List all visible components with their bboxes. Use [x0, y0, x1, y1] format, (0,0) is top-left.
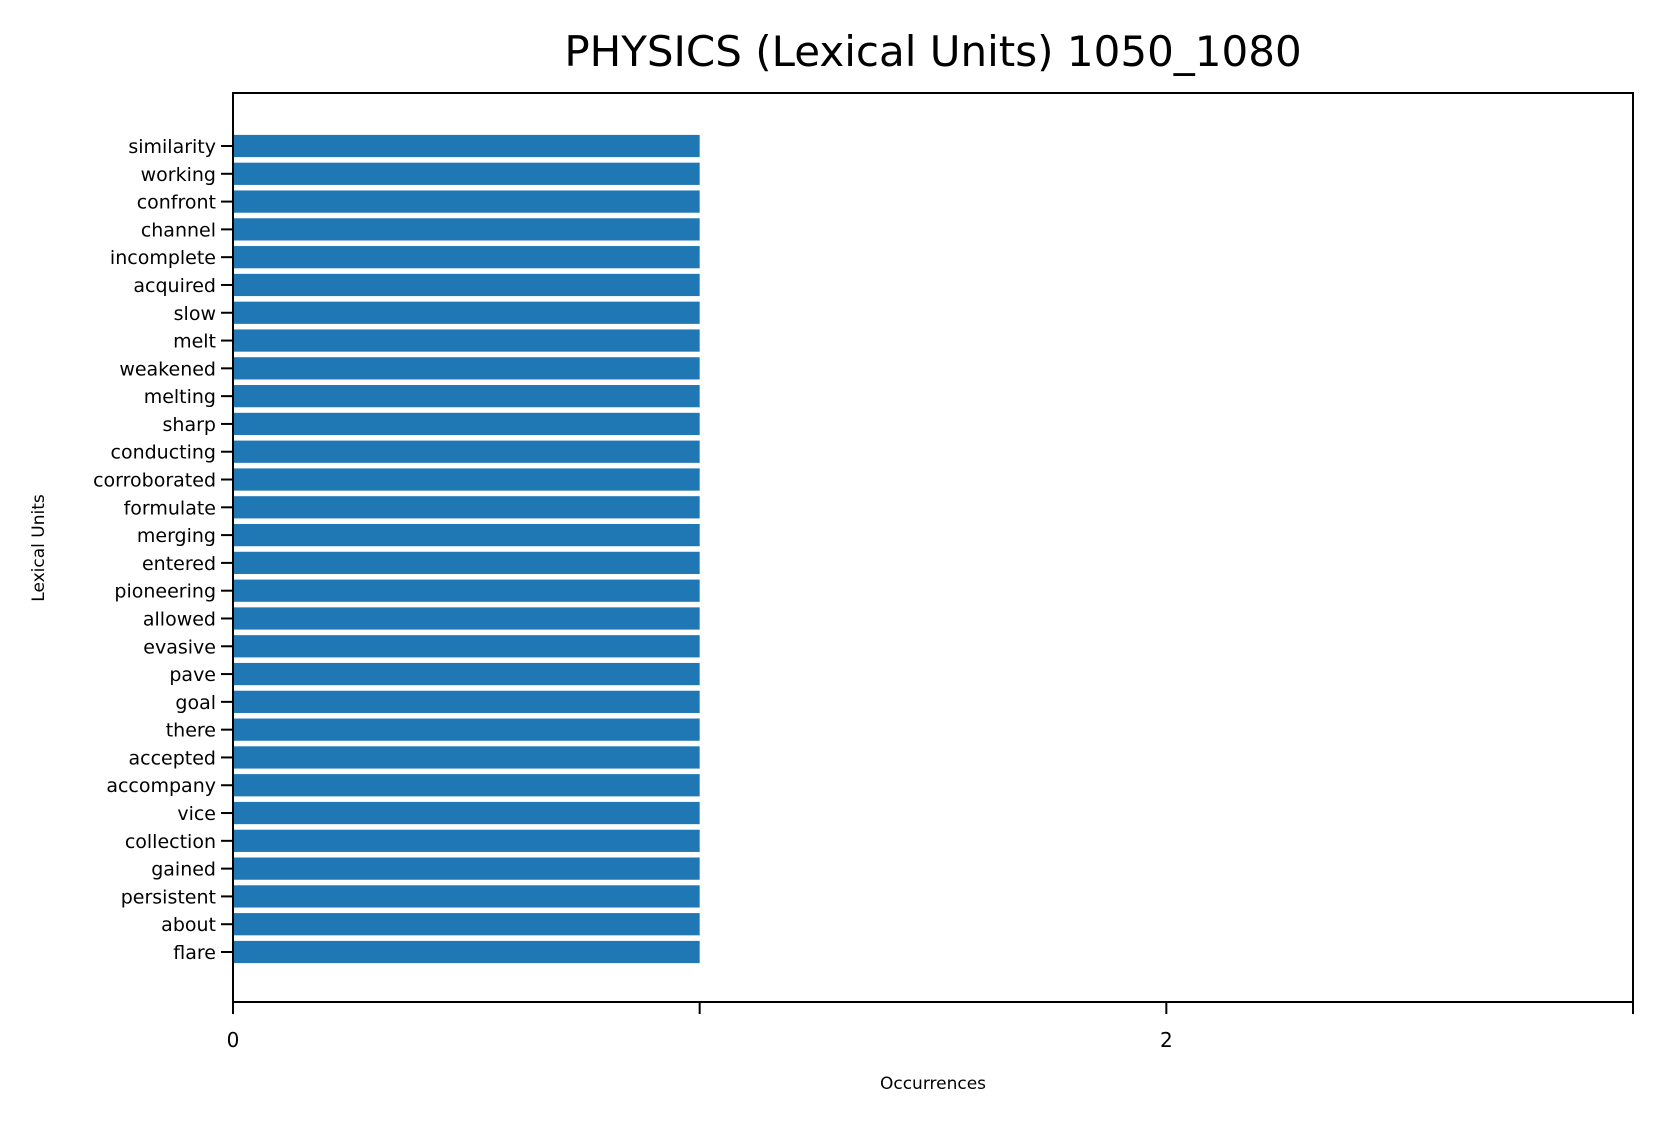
- bar-accompany: [233, 774, 700, 797]
- x-tick-label: 2: [1160, 1028, 1173, 1052]
- bar-accepted: [233, 746, 700, 769]
- bar-vice: [233, 801, 700, 825]
- bar-corroborated: [233, 468, 700, 491]
- y-tick-label: sharp: [163, 414, 216, 436]
- bar-collection: [233, 829, 700, 852]
- y-tick-label: goal: [175, 692, 216, 714]
- bars-group: [233, 134, 700, 964]
- y-tick-label: vice: [177, 803, 216, 825]
- y-tick-label: melting: [144, 386, 216, 408]
- y-axis-label: Lexical Units: [29, 494, 49, 602]
- y-tick-label: merging: [137, 525, 216, 547]
- y-tick-label: working: [141, 164, 216, 186]
- bar-about: [233, 913, 700, 936]
- bar-melt: [233, 329, 700, 352]
- y-tick-label: pioneering: [114, 581, 216, 603]
- y-tick-label: there: [166, 720, 216, 742]
- y-tick-label: corroborated: [93, 470, 216, 492]
- bar-there: [233, 718, 700, 741]
- y-tick-label: flare: [173, 942, 216, 964]
- bar-allowed: [233, 607, 700, 630]
- bar-gained: [233, 857, 700, 880]
- y-tick-label: formulate: [124, 497, 216, 519]
- bar-acquired: [233, 273, 700, 297]
- plot-frame: [232, 92, 1634, 1003]
- y-axis: similarity working confront channel incomple…: [93, 136, 233, 964]
- y-tick-label: conducting: [111, 442, 217, 464]
- y-tick-label: collection: [125, 831, 216, 853]
- bar-pave: [233, 662, 700, 686]
- y-tick-label: incomplete: [110, 247, 216, 269]
- bar-flare: [233, 940, 700, 964]
- y-tick-label: allowed: [143, 608, 216, 630]
- bar-persistent: [233, 885, 700, 908]
- bar-conducting: [233, 440, 700, 463]
- y-tick-label: slow: [174, 303, 216, 325]
- bar-pioneering: [233, 579, 700, 602]
- bar-confront: [233, 190, 700, 213]
- chart-title: PHYSICS (Lexical Units) 1050_1080: [564, 27, 1301, 76]
- bar-melting: [233, 385, 700, 408]
- bar-incomplete: [233, 246, 700, 269]
- x-tick-label: 0: [227, 1028, 240, 1052]
- bar-sharp: [233, 412, 700, 436]
- y-tick-label: channel: [141, 219, 216, 241]
- y-tick-label: accompany: [106, 775, 216, 797]
- bar-entered: [233, 551, 700, 575]
- bar-slow: [233, 301, 700, 324]
- bar-goal: [233, 690, 700, 713]
- bar-formulate: [233, 496, 700, 519]
- y-tick-label: evasive: [143, 636, 216, 658]
- y-tick-label: similarity: [128, 136, 216, 158]
- y-tick-label: about: [161, 914, 216, 936]
- bar-similarity: [233, 134, 700, 158]
- y-tick-label: gained: [151, 859, 216, 881]
- x-axis-label: Occurrences: [880, 1074, 986, 1094]
- y-tick-label: pave: [169, 664, 216, 686]
- y-tick-label: persistent: [121, 886, 216, 908]
- y-tick-label: confront: [137, 192, 216, 214]
- y-tick-label: weakened: [119, 358, 216, 380]
- bar-merging: [233, 523, 700, 547]
- bar-evasive: [233, 635, 700, 658]
- bar-channel: [233, 218, 700, 241]
- bar-working: [233, 162, 700, 185]
- y-tick-label: melt: [173, 331, 216, 353]
- bar-weakened: [233, 357, 700, 380]
- y-tick-label: accepted: [129, 747, 217, 769]
- y-tick-label: acquired: [133, 275, 216, 297]
- y-tick-label: entered: [142, 553, 216, 575]
